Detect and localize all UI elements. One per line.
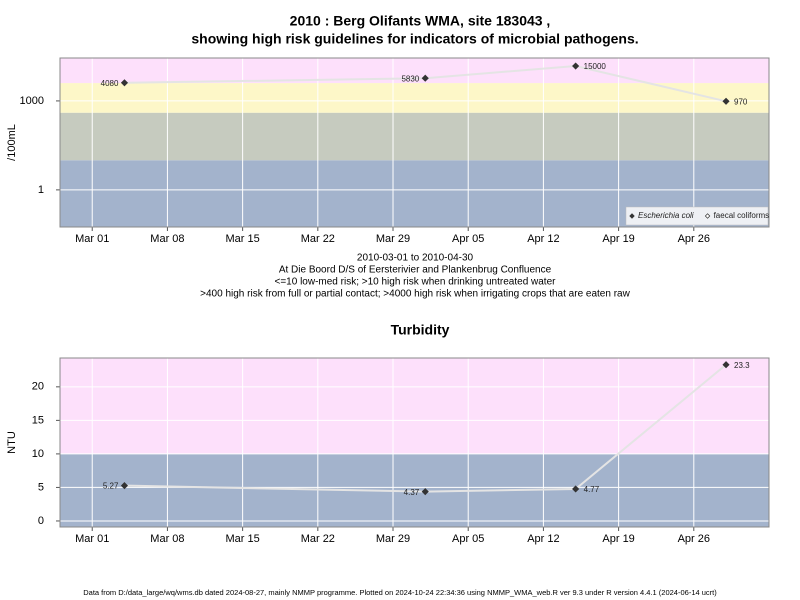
data-point [120, 79, 129, 87]
risk-band [60, 358, 769, 454]
chart-note: >400 high risk from full or partial cont… [200, 289, 630, 300]
data-point [120, 482, 129, 490]
legend-box [625, 206, 769, 226]
x-tick-label: Mar 01 [75, 533, 109, 545]
value-label: 4080 [101, 79, 119, 88]
value-label: 5830 [401, 74, 419, 83]
data-point [722, 97, 730, 105]
y-tick-label: 1000 [20, 95, 44, 107]
x-tick-label: Mar 15 [225, 533, 259, 545]
chart-title: 2010 : Berg Olifants WMA, site 183043 , [290, 13, 551, 29]
x-tick-label: Mar 08 [150, 533, 184, 545]
data-point [572, 62, 580, 70]
legend-marker [704, 213, 711, 219]
series-line [124, 363, 727, 493]
x-tick-label: Apr 12 [527, 233, 559, 245]
risk-band [60, 83, 769, 113]
x-tick-label: Apr 05 [452, 533, 484, 545]
x-tick-label: Apr 12 [527, 533, 559, 545]
legend: Escherichia coli faecal coliforms [625, 206, 770, 226]
chart-subtitle: showing high risk guidelines for indicat… [191, 31, 638, 47]
chart-title: Turbidity [391, 322, 450, 338]
value-label: 5.27 [103, 482, 119, 491]
value-label: 4.77 [584, 485, 600, 494]
x-tick-label: Mar 22 [301, 233, 335, 245]
value-label: 4.37 [404, 488, 420, 497]
x-tick-label: Mar 15 [225, 233, 259, 245]
series-line [124, 65, 727, 103]
y-tick-label: 1 [38, 184, 44, 196]
x-tick-label: Mar 29 [376, 233, 410, 245]
legend-label: Escherichia coli [638, 211, 694, 220]
x-tick-label: Apr 05 [452, 233, 484, 245]
panel-frame [59, 357, 770, 528]
value-label: 23.3 [734, 361, 750, 370]
x-tick-label: Apr 26 [678, 233, 710, 245]
x-tick-label: Apr 26 [678, 533, 710, 545]
y-tick-label: 15 [32, 414, 44, 426]
x-tick-label: Mar 29 [376, 533, 410, 545]
data-point [572, 485, 580, 493]
panel-frame [59, 57, 770, 228]
chart-note: At Die Boord D/S of Eersterivier and Pla… [279, 265, 552, 276]
y-tick-label: 5 [38, 481, 44, 493]
y-tick-label: 20 [32, 381, 44, 393]
y-axis-label: /100mL [6, 124, 18, 161]
x-tick-label: Mar 22 [301, 533, 335, 545]
data-point [421, 74, 429, 82]
y-tick-label: 0 [38, 515, 44, 527]
y-axis-label: NTU [6, 431, 18, 454]
data-point [421, 488, 429, 496]
chart-note: 2010-03-01 to 2010-04-30 [357, 253, 474, 264]
x-tick-label: Mar 01 [75, 233, 109, 245]
x-tick-label: Apr 19 [602, 233, 634, 245]
x-tick-label: Apr 19 [602, 533, 634, 545]
legend-label: faecal coliforms [714, 211, 770, 220]
value-label: 15000 [584, 62, 607, 71]
data-point [722, 361, 730, 369]
value-label: 970 [734, 97, 748, 106]
chart-note: <=10 low-med risk; >10 high risk when dr… [275, 277, 557, 288]
y-tick-label: 10 [32, 448, 44, 460]
footer: Data from D:/data_large/wq/wms.db dated … [83, 588, 717, 597]
risk-band [60, 112, 769, 161]
x-tick-label: Mar 08 [150, 233, 184, 245]
legend-marker [629, 213, 635, 219]
